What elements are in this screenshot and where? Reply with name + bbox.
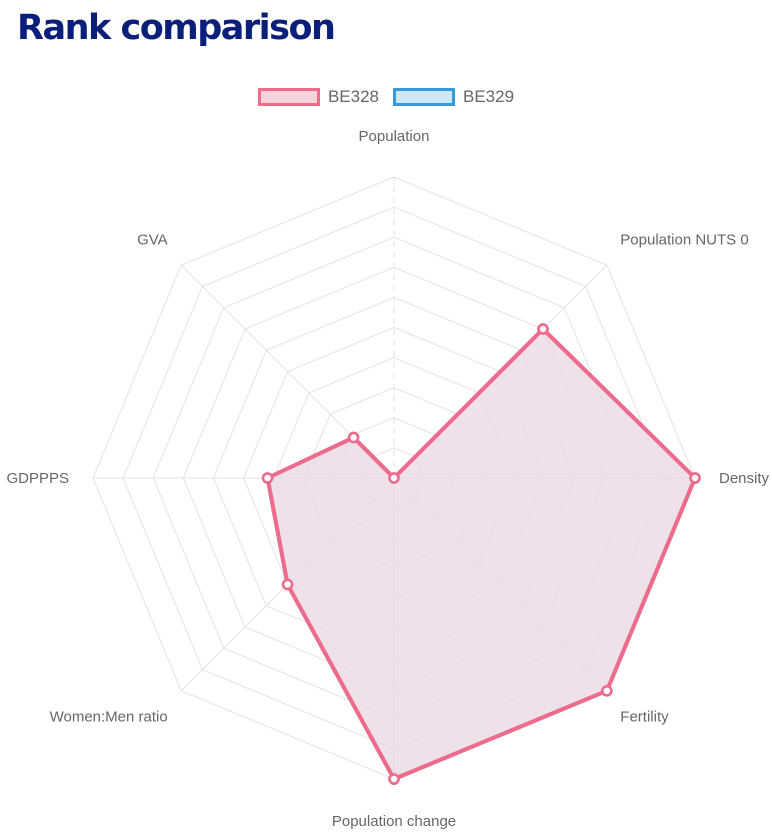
axis-label: Population change: [332, 813, 456, 830]
axis-label: Population: [359, 128, 430, 145]
data-point: [601, 685, 613, 697]
legend-swatch-be329: [393, 88, 455, 106]
legend-label-be329: BE329: [463, 87, 515, 106]
axis-label: Fertility: [620, 708, 669, 725]
radar-series: [261, 323, 701, 785]
data-point: [347, 431, 360, 444]
data-point: [281, 578, 294, 591]
legend-item-be329[interactable]: BE329: [393, 87, 514, 107]
data-point: [388, 773, 400, 785]
legend-item-be328[interactable]: BE328: [257, 87, 379, 107]
data-point: [388, 472, 400, 484]
axis-label: Population NUTS 0: [620, 232, 748, 249]
legend-label-be328: BE328: [327, 87, 379, 106]
chart-title: Rank comparison: [17, 8, 336, 48]
data-point: [689, 472, 701, 484]
axis-label: GDPPPS: [6, 470, 69, 487]
axis-label: Women:Men ratio: [50, 708, 168, 725]
legend: BE328 BE329: [0, 87, 772, 107]
legend-swatch-be328: [257, 88, 320, 106]
axis-label: Density: [719, 470, 770, 487]
axis-label: GVA: [137, 232, 168, 249]
data-point: [261, 472, 274, 484]
radar-axis-labels: Population Population NUTS 0 Density Fertil…: [6, 128, 769, 830]
data-point: [537, 323, 549, 335]
